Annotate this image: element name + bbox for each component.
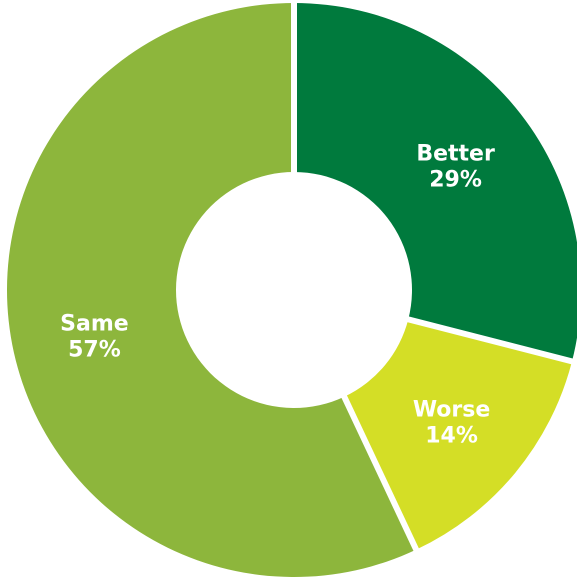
slice-separator — [340, 393, 420, 553]
slice-label-worse: Worse 14% — [413, 397, 490, 448]
slice-better — [294, 3, 577, 362]
slice-value-better: 29% — [429, 168, 482, 193]
slice-label-same: Same 57% — [60, 312, 129, 363]
slice-label-better: Better 29% — [416, 142, 495, 193]
slice-name-worse: Worse — [413, 397, 490, 422]
slice-same — [7, 3, 417, 577]
slice-worse — [344, 319, 572, 550]
slice-name-same: Same — [60, 312, 129, 337]
slices-layer — [7, 1, 577, 577]
slice-separator — [405, 315, 575, 365]
labels-layer: Better 29% Worse 14% Same 57% — [60, 142, 495, 449]
slice-value-worse: 14% — [425, 423, 478, 448]
slice-value-same: 57% — [68, 338, 121, 363]
slice-name-better: Better — [416, 142, 495, 167]
